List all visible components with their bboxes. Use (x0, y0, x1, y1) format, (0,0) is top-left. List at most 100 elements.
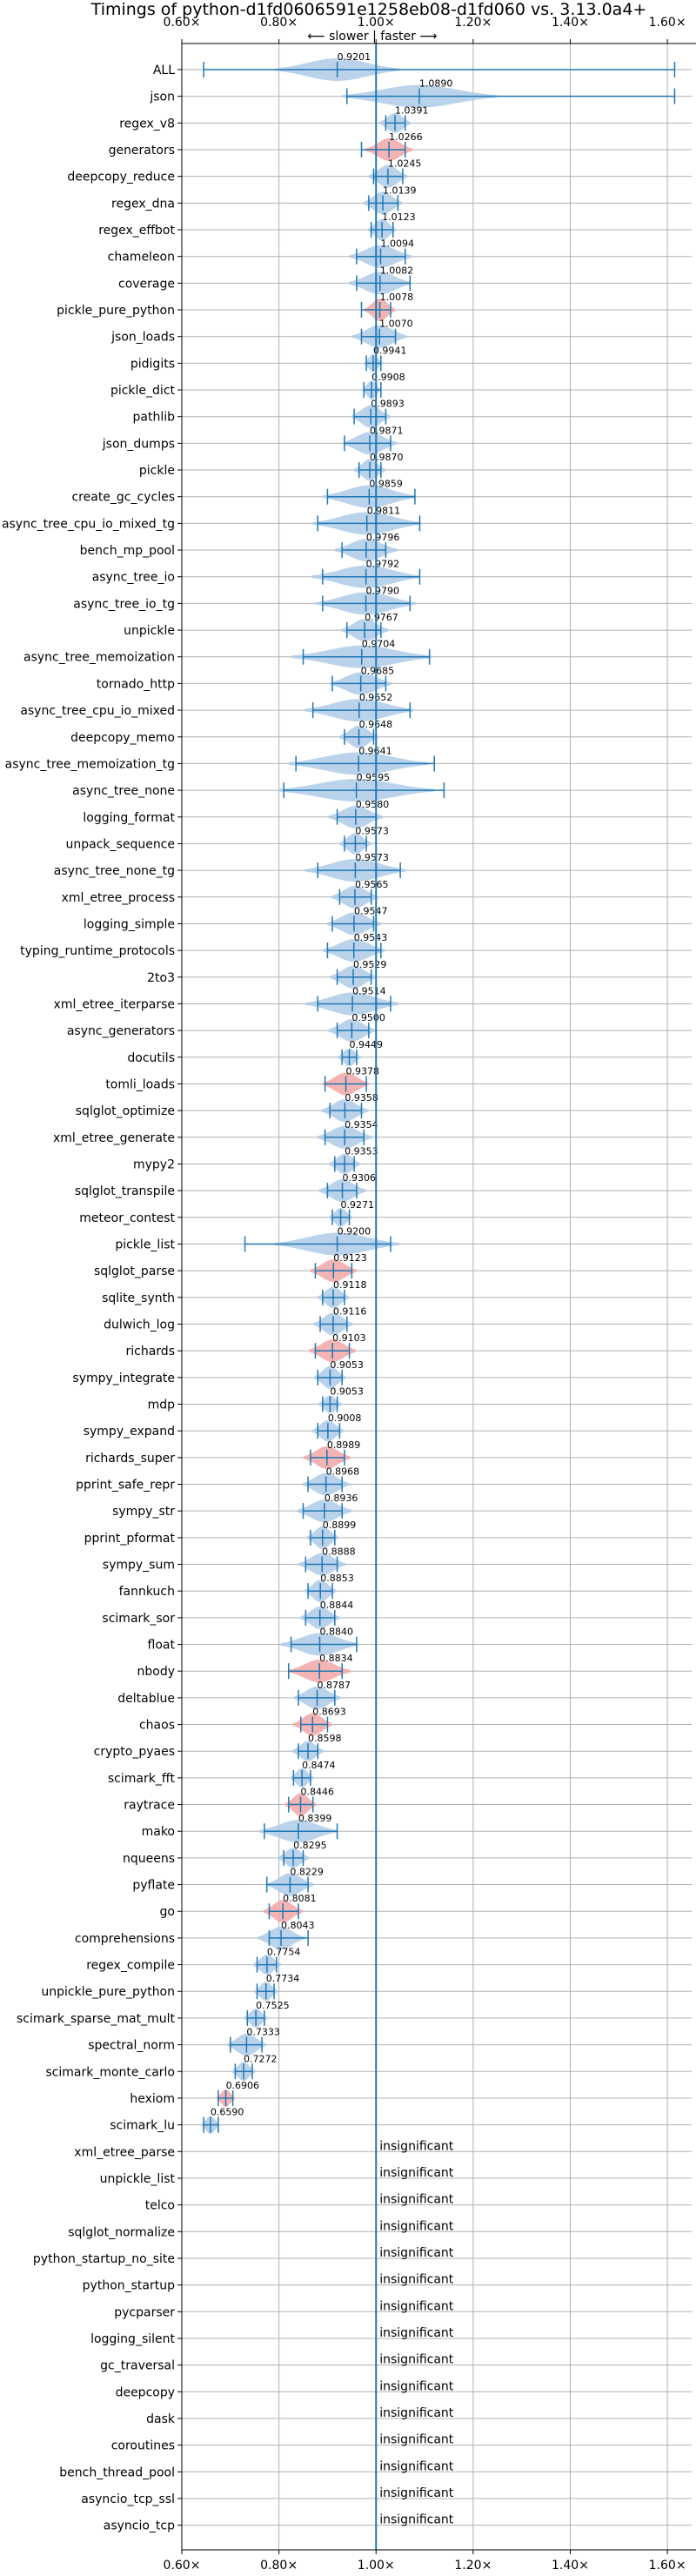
value-label: 0.8787 (318, 1680, 351, 1691)
value-label: 0.8295 (293, 1840, 327, 1851)
category-label: async_tree_none (72, 784, 175, 798)
category-label: scimark_monte_carlo (45, 2065, 175, 2079)
value-label: 0.9908 (371, 372, 405, 383)
benchmark-typing_runtime_protocols: 0.9543 (323, 932, 387, 963)
category-label: nqueens (123, 1852, 175, 1866)
benchmark-dulwich_log: 0.9116 (313, 1305, 366, 1336)
value-label: 0.9378 (346, 1065, 380, 1077)
benchmark-scimark_monte_carlo: 0.7272 (231, 2053, 278, 2082)
category-label: logging_silent (90, 2332, 175, 2346)
grid (181, 44, 692, 2550)
category-label: comprehensions (75, 1932, 175, 1946)
value-label: 0.9123 (333, 1252, 367, 1264)
category-label: nbody (137, 1665, 176, 1679)
x-tick-label-top: 1.40× (552, 16, 589, 30)
value-label: 0.9201 (338, 51, 371, 63)
insignificant-label: insignificant (379, 2299, 454, 2313)
benchmark-pyflate: 0.8229 (265, 1867, 324, 1896)
value-label: 0.9573 (355, 825, 389, 836)
category-label: regex_effbot (98, 224, 175, 238)
insignificant-label: insignificant (379, 2273, 454, 2287)
value-label: 1.0082 (380, 265, 414, 276)
category-label: async_tree_memoization_tg (5, 757, 175, 771)
value-label: 0.9941 (373, 345, 407, 356)
benchmark-unpickle_pure_python: 0.7734 (254, 1973, 299, 2002)
benchmark-regex_dna: 1.0139 (363, 184, 416, 215)
value-label: 0.8081 (283, 1893, 317, 1904)
value-label: 0.9008 (328, 1412, 362, 1424)
category-label: crypto_pyaes (94, 1745, 175, 1759)
category-label: go (160, 1905, 175, 1919)
category-label: sqlglot_optimize (76, 1104, 175, 1118)
category-label: unpickle_list (100, 2172, 176, 2186)
category-label: python_startup (83, 2279, 175, 2293)
category-label: sympy_expand (84, 1425, 175, 1439)
category-labels: ALL json regex_v8 generators deepcopy_reduce… (2, 64, 182, 2533)
insignificant-label: insignificant (379, 2219, 454, 2233)
value-label: 0.8834 (319, 1653, 353, 1664)
benchmark-sqlglot_transpile: 0.9306 (318, 1172, 376, 1203)
benchmark-pathlib: 0.9893 (351, 399, 405, 428)
category-label: ALL (153, 64, 175, 77)
value-label: 0.9811 (367, 505, 401, 516)
category-label: tomli_loads (105, 1077, 175, 1091)
benchmark-meteor_contest: 0.9271 (329, 1199, 374, 1227)
value-label: 0.9353 (345, 1145, 378, 1157)
x-tick-label-top: 1.60× (649, 16, 686, 30)
benchmark-richards: 0.9103 (309, 1332, 366, 1363)
benchmark-async_tree_memoization: 0.9704 (291, 639, 432, 668)
benchmark-crypto_pyaes: 0.8598 (292, 1733, 341, 1761)
category-label: regex_v8 (119, 117, 175, 131)
value-label: 0.8446 (301, 1787, 335, 1798)
category-label: sqlite_synth (102, 1291, 175, 1305)
value-label: 1.0245 (388, 158, 422, 170)
value-label: 0.9118 (333, 1279, 367, 1291)
category-label: create_gc_cycles (71, 491, 175, 505)
value-label: 0.8968 (326, 1466, 360, 1478)
category-label: python_startup_no_site (33, 2252, 175, 2266)
category-label: async_tree_io_tg (73, 597, 175, 611)
plot-marks: 0.9201 1.0890 1.0391 1.0266 1.0245 1.0139 1.01… (201, 44, 676, 2550)
value-label: 0.9595 (357, 772, 391, 783)
category-label: xml_etree_process (62, 891, 175, 905)
category-label: json_loads (110, 331, 175, 345)
benchmark-nqueens: 0.8295 (278, 1840, 327, 1868)
benchmark-xml_etree_iterparse: 0.9514 (305, 985, 399, 1016)
insignificant-label: insignificant (379, 2326, 454, 2340)
insignificant-label: insignificant (379, 2513, 454, 2527)
insignificant-label: insignificant (379, 2486, 454, 2500)
value-label: 0.9449 (349, 1039, 383, 1050)
x-tick-label-bottom: 0.60× (164, 2559, 201, 2573)
value-label: 0.8598 (308, 1733, 342, 1744)
value-label: 0.9354 (345, 1119, 378, 1130)
benchmark-go: 0.8081 (263, 1893, 317, 1923)
value-label: 0.7272 (244, 2053, 278, 2064)
benchmark-2to3: 0.9529 (330, 959, 386, 989)
category-label: sympy_sum (103, 1559, 175, 1573)
category-label: xml_etree_generate (53, 1131, 175, 1145)
category-label: regex_dna (111, 197, 175, 211)
value-label: 0.7525 (256, 2000, 290, 2011)
benchmark-mdp: 0.9053 (318, 1386, 364, 1413)
x-tick-label-bottom: 1.60× (649, 2559, 686, 2573)
benchmark-mypy2: 0.9353 (329, 1145, 378, 1175)
category-label: bench_mp_pool (80, 544, 175, 558)
value-label: 0.7754 (267, 1947, 301, 1958)
category-label: sqlglot_parse (94, 1265, 175, 1278)
value-label: 0.9529 (353, 959, 387, 970)
value-label: 0.7333 (246, 2027, 280, 2038)
value-label: 0.9704 (362, 639, 396, 650)
category-label: logging_format (83, 811, 175, 825)
category-label: fannkuch (119, 1585, 175, 1599)
category-label: asyncio_tcp (104, 2519, 175, 2533)
category-label: async_tree_memoization (23, 651, 175, 665)
category-label: async_tree_cpu_io_mixed (20, 704, 175, 718)
benchmark-pprint_pformat: 0.8899 (306, 1519, 356, 1549)
value-label: 1.0890 (419, 78, 453, 90)
benchmark-sympy_str: 0.8936 (297, 1493, 358, 1523)
benchmark-logging_simple: 0.9547 (326, 905, 387, 936)
category-label: json_dumps (102, 437, 175, 451)
benchmark-raytrace: 0.8446 (284, 1787, 335, 1816)
benchmark-bench_mp_pool: 0.9796 (335, 532, 399, 562)
